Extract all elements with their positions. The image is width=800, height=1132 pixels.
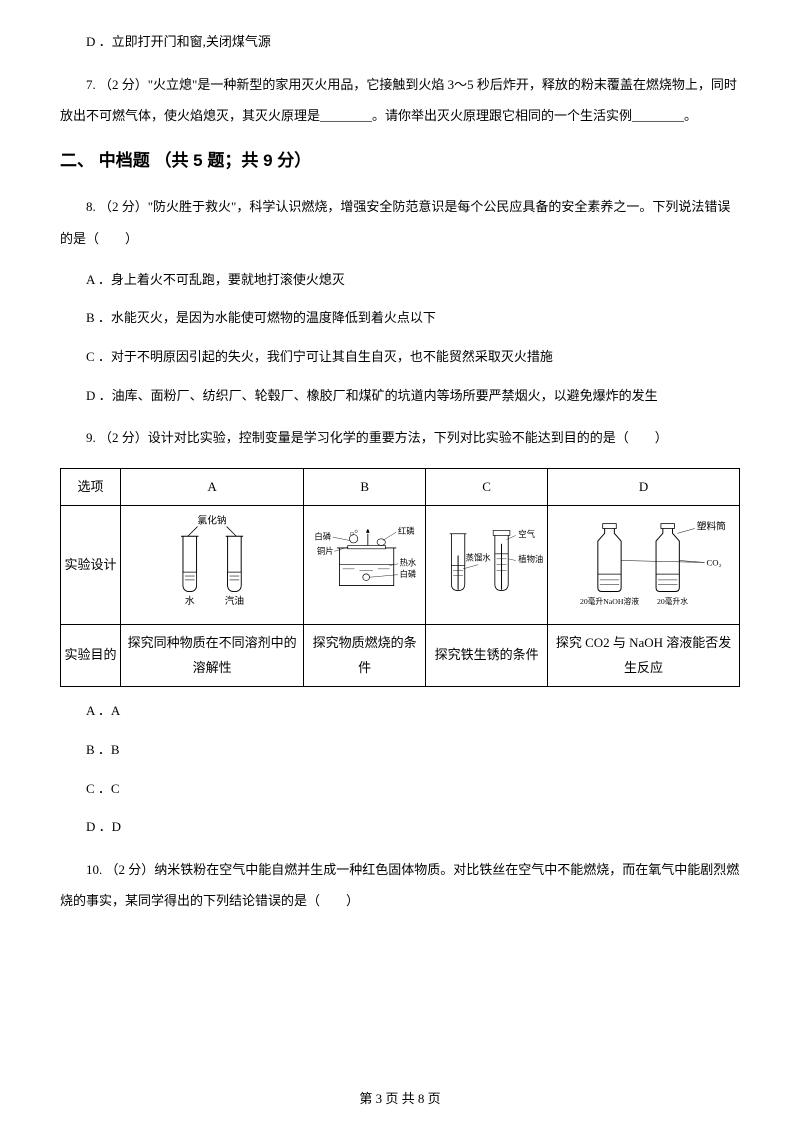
q9-option-d: D ．D	[60, 815, 740, 840]
section-2-heading: 二、 中档题 （共 5 题；共 9 分）	[60, 145, 740, 177]
table-purpose-d: 探究 CO2 与 NaOH 溶液能否发生反应	[548, 625, 740, 687]
table-header-c: C	[426, 468, 548, 506]
svg-text:氯化钠: 氯化钠	[198, 514, 227, 527]
q8-option-a: A ．身上着火不可乱跑，要就地打滚使火熄灭	[60, 268, 740, 293]
table-row: 实验目的 探究同种物质在不同溶剂中的溶解性 探究物质燃烧的条件 探究铁生锈的条件…	[61, 625, 740, 687]
svg-text:铜片: 铜片	[317, 546, 334, 556]
q9-option-a: A ．A	[60, 699, 740, 724]
table-purpose-a: 探究同种物质在不同溶剂中的溶解性	[121, 625, 304, 687]
table-header-b: B	[304, 468, 426, 506]
svg-text:水: 水	[185, 596, 195, 608]
q8-text: 8. （2 分）"防火胜于救火"，科学认识燃烧，增强安全防范意识是每个公民应具备…	[60, 191, 740, 253]
q6-option-d: D ．立即打开门和窗,关闭煤气源	[60, 30, 740, 55]
svg-text:空气: 空气	[518, 529, 535, 539]
table-row: 实验设计 氯化钠 水 汽油	[61, 506, 740, 625]
diagram-b-cell: 白磷 红磷 铜片 热水 白磷	[304, 506, 426, 625]
q10-text: 10. （2 分）纳米铁粉在空气中能自燃并生成一种红色固体物质。对比铁丝在空气中…	[60, 854, 740, 916]
svg-text:红磷: 红磷	[398, 526, 415, 536]
diagram-d-icon: 塑料筒 CO₂ 20毫升NaOH溶液 20毫升水	[550, 512, 737, 609]
diagram-d-cell: 塑料筒 CO₂ 20毫升NaOH溶液 20毫升水	[548, 506, 740, 625]
svg-text:白磷: 白磷	[400, 570, 417, 580]
q8-option-d: D ．油库、面粉厂、纺织厂、轮毂厂、橡胶厂和煤矿的坑道内等场所要严禁烟火，以避免…	[60, 384, 740, 409]
table-row: 选项 A B C D	[61, 468, 740, 506]
svg-text:20毫升NaOH溶液: 20毫升NaOH溶液	[580, 597, 639, 607]
table-row3-label: 实验目的	[61, 625, 121, 687]
svg-text:蒸馏水: 蒸馏水	[466, 553, 492, 563]
q9-text: 9. （2 分）设计对比实验，控制变量是学习化学的重要方法，下列对比实验不能达到…	[60, 422, 740, 453]
svg-text:塑料筒: 塑料筒	[697, 520, 726, 533]
page-footer: 第 3 页 共 8 页	[0, 1087, 800, 1112]
diagram-b-icon: 白磷 红磷 铜片 热水 白磷	[306, 512, 423, 609]
svg-text:20毫升水: 20毫升水	[657, 597, 688, 607]
q7-text: 7. （2 分）"火立熄"是一种新型的家用灭火用品，它接触到火焰 3～5 秒后炸…	[60, 69, 740, 131]
diagram-c-icon: 空气 蒸馏水 植物油	[428, 512, 545, 609]
diagram-a-cell: 氯化钠 水 汽油	[121, 506, 304, 625]
table-header-d: D	[548, 468, 740, 506]
q9-table: 选项 A B C D 实验设计 氯化钠	[60, 468, 740, 688]
svg-text:植物油: 植物油	[518, 555, 543, 565]
table-row2-label: 实验设计	[61, 506, 121, 625]
svg-text:热水: 热水	[400, 558, 417, 568]
q8-option-b: B ．水能灭火，是因为水能使可燃物的温度降低到着火点以下	[60, 306, 740, 331]
table-header-options: 选项	[61, 468, 121, 506]
svg-text:汽油: 汽油	[225, 595, 244, 608]
table-header-a: A	[121, 468, 304, 506]
svg-text:白磷: 白磷	[315, 532, 332, 542]
q9-option-c: C ．C	[60, 777, 740, 802]
svg-text:CO₂: CO₂	[707, 558, 722, 568]
table-purpose-c: 探究铁生锈的条件	[426, 625, 548, 687]
table-purpose-b: 探究物质燃烧的条件	[304, 625, 426, 687]
diagram-a-icon: 氯化钠 水 汽油	[123, 512, 301, 609]
q8-option-c: C ．对于不明原因引起的失火，我们宁可让其自生自灭，也不能贸然采取灭火措施	[60, 345, 740, 370]
diagram-c-cell: 空气 蒸馏水 植物油	[426, 506, 548, 625]
q9-option-b: B ．B	[60, 738, 740, 763]
